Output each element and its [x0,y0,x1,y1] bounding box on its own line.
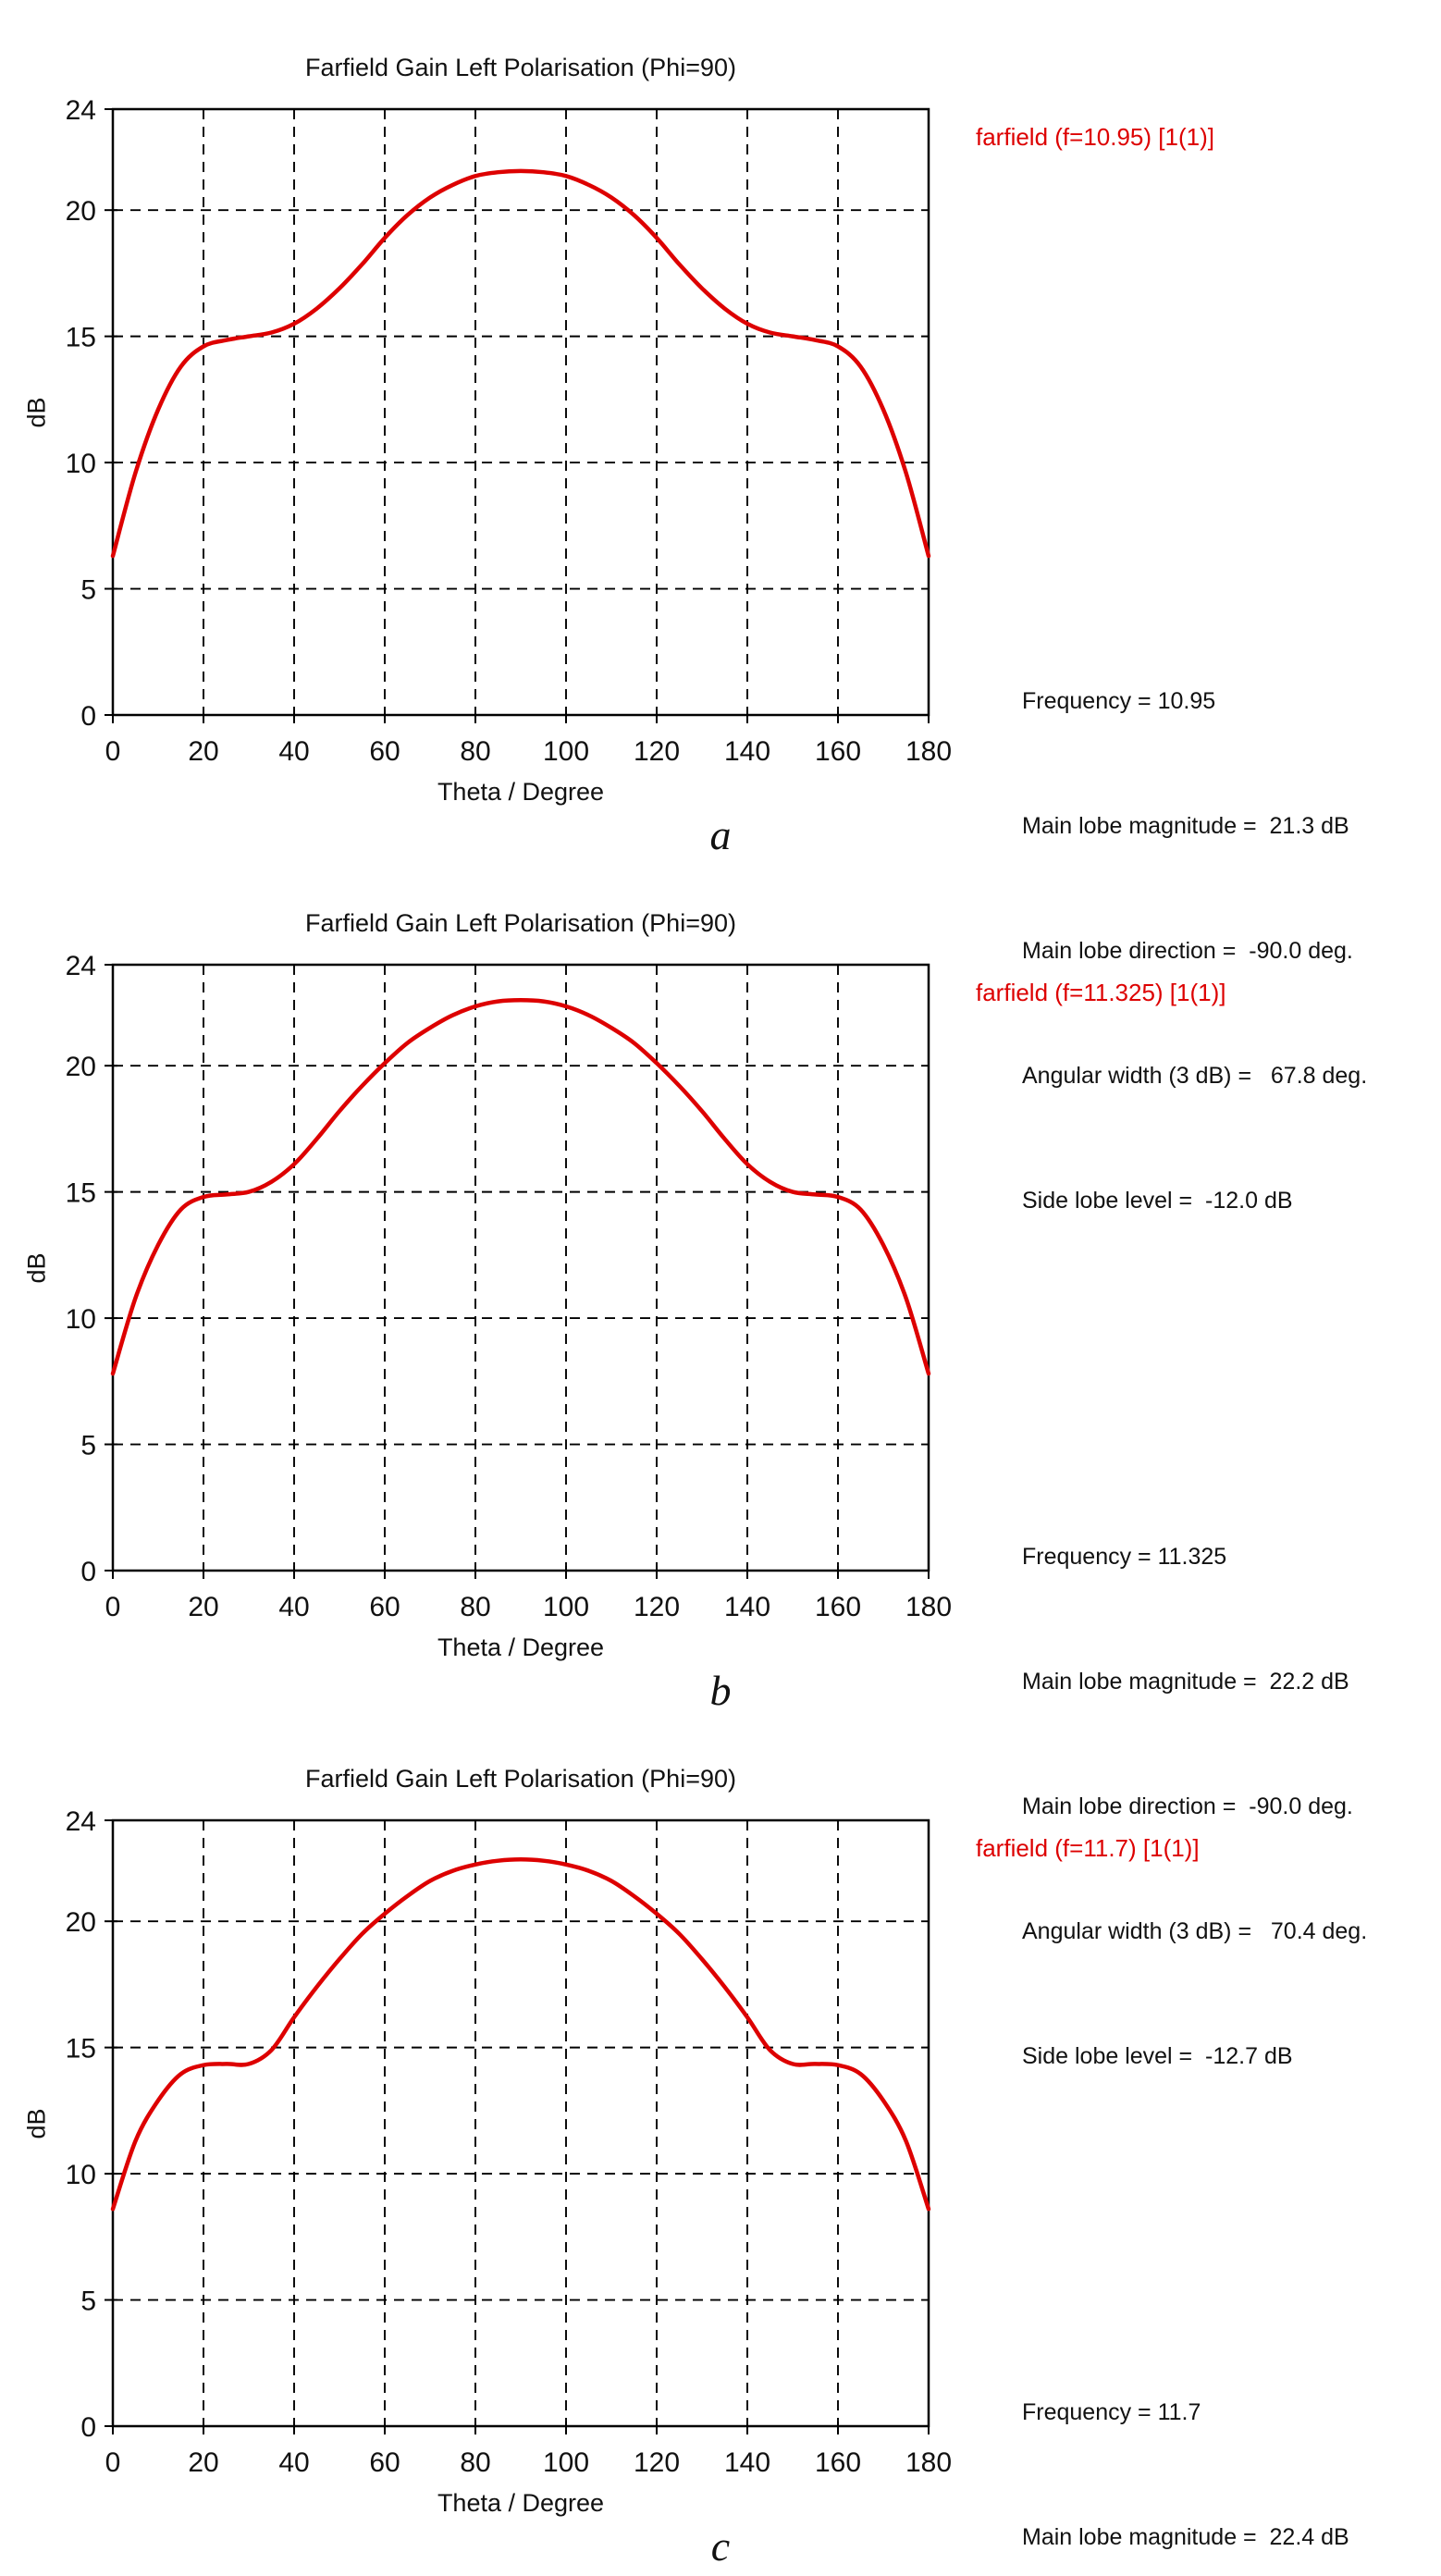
y-tick-label: 5 [80,575,96,606]
plot-frame [111,1818,930,2428]
stat-angular-width: Angular width (3 dB) = 67.8 deg. [1022,1063,1368,1089]
stat-side-lobe-level: Side lobe level = -12.7 dB [1022,2043,1293,2069]
stats-block: Frequency = 11.7 Main lobe magnitude = 2… [1022,2309,1367,2576]
y-axis-label: dB [22,2108,51,2139]
stat-side-lobe-level: Side lobe level = -12.0 dB [1022,1188,1293,1214]
y-tick-label: 15 [66,2034,96,2064]
x-tick-label: 140 [724,2447,770,2478]
y-tick-label: 15 [66,323,96,353]
x-tick-label: 100 [543,1592,589,1622]
x-tick-label: 120 [634,2447,680,2478]
y-tick-label: 5 [80,2286,96,2317]
y-tick-label: 0 [80,2412,96,2443]
x-axis-label: Theta / Degree [437,778,605,806]
x-tick-label: 40 [278,1592,309,1622]
chart-c: 0 20 40 60 80 100 120 140 160 180 0 5 10 15 20 24 Farfi… [0,1711,1441,2570]
x-tick-label: 0 [105,2447,121,2478]
stat-frequency: Frequency = 11.325 [1022,1544,1227,1570]
stat-main-lobe-magnitude: Main lobe magnitude = 21.3 dB [1022,813,1349,839]
chart-title: Farfield Gain Left Polarisation (Phi=90) [305,1765,736,1793]
x-tick-label: 20 [188,2447,218,2478]
y-tick-label: 20 [66,1052,96,1082]
legend-label: farfield (f=11.7) [1(1)] [976,1834,1200,1862]
stat-frequency: Frequency = 10.95 [1022,688,1216,714]
plot-frame [111,107,930,717]
y-tick-label: 24 [66,95,96,126]
legend-label: farfield (f=11.325) [1(1)] [976,979,1226,1006]
y-tick-label: 0 [80,701,96,732]
y-tick-label: 24 [66,1806,96,1837]
chart-title: Farfield Gain Left Polarisation (Phi=90) [305,909,736,937]
y-tick-label: 20 [66,196,96,227]
subfigure-letter: a [709,811,732,858]
y-tick-label: 10 [66,1304,96,1335]
y-tick-label: 10 [66,449,96,479]
stat-frequency: Frequency = 11.7 [1022,2399,1201,2425]
legend-label: farfield (f=10.95) [1(1)] [976,123,1214,151]
x-tick-label: 60 [369,736,400,767]
x-tick-label: 160 [815,2447,861,2478]
gain-curve [110,168,931,559]
stat-main-lobe-direction: Main lobe direction = -90.0 deg. [1022,1793,1353,1819]
y-tick-label: 20 [66,1907,96,1938]
gain-curve [110,1857,931,2212]
stats-block: Frequency = 10.95 Main lobe magnitude = … [1022,598,1367,1305]
x-tick-label: 180 [905,736,952,767]
stats-block: Frequency = 11.325 Main lobe magnitude =… [1022,1453,1367,2161]
x-tick-label: 60 [369,1592,400,1622]
x-tick-label: 180 [905,2447,952,2478]
x-tick-label: 100 [543,736,589,767]
y-tick-label: 10 [66,2160,96,2190]
x-axis-label: Theta / Degree [437,2489,605,2517]
x-tick-label: 40 [278,2447,309,2478]
x-tick-label: 140 [724,736,770,767]
subfigure-letter: c [710,2522,731,2570]
x-tick-label: 0 [105,736,121,767]
x-tick-label: 0 [105,1592,121,1622]
x-tick-label: 20 [188,1592,218,1622]
chart-title: Farfield Gain Left Polarisation (Phi=90) [305,54,736,81]
x-tick-label: 40 [278,736,309,767]
x-tick-label: 100 [543,2447,589,2478]
gain-curve [110,997,931,1376]
y-axis-label: dB [22,397,51,428]
x-tick-label: 120 [634,1592,680,1622]
stat-angular-width: Angular width (3 dB) = 70.4 deg. [1022,1918,1368,1944]
y-tick-label: 15 [66,1178,96,1209]
x-tick-label: 140 [724,1592,770,1622]
x-tick-label: 80 [460,1592,490,1622]
x-tick-label: 160 [815,736,861,767]
y-tick-label: 24 [66,951,96,981]
x-tick-label: 80 [460,736,490,767]
x-tick-label: 160 [815,1592,861,1622]
x-tick-label: 120 [634,736,680,767]
stat-main-lobe-magnitude: Main lobe magnitude = 22.2 dB [1022,1669,1349,1695]
plot-area-b: 0 20 40 60 80 100 120 140 160 180 0 5 10 15 20 24 [66,951,952,1622]
x-axis-label: Theta / Degree [437,1633,605,1661]
stat-main-lobe-direction: Main lobe direction = -90.0 deg. [1022,938,1353,964]
x-tick-label: 60 [369,2447,400,2478]
y-tick-label: 0 [80,1557,96,1587]
x-tick-label: 80 [460,2447,490,2478]
stat-main-lobe-magnitude: Main lobe magnitude = 22.4 dB [1022,2524,1349,2550]
chart-a: 0 20 40 60 80 100 120 140 160 180 0 5 10 15 20 24 Farfi… [0,0,1441,1214]
chart-b: 0 20 40 60 80 100 120 140 160 180 0 5 10 15 20 24 Farfi… [0,856,1441,2069]
x-tick-label: 20 [188,736,218,767]
y-axis-label: dB [22,1252,51,1284]
plot-area-c: 0 20 40 60 80 100 120 140 160 180 0 5 10 15 20 24 [66,1806,952,2478]
y-tick-label: 5 [80,1431,96,1461]
plot-frame [111,963,930,1572]
plot-area-a: 0 20 40 60 80 100 120 140 160 180 0 5 10 15 20 24 [66,95,952,767]
x-tick-label: 180 [905,1592,952,1622]
subfigure-letter: b [709,1667,732,1714]
